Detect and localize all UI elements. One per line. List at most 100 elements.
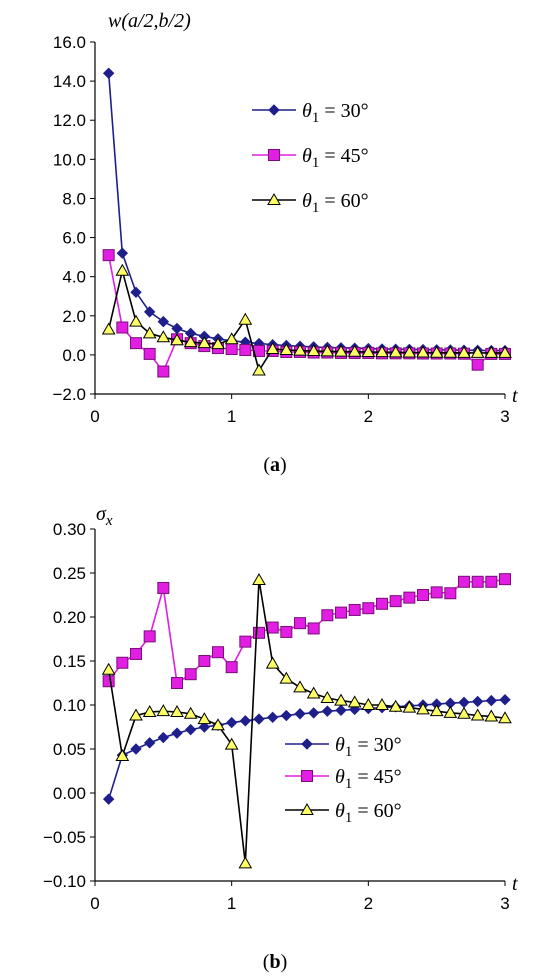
data-point [375, 345, 389, 358]
data-point [471, 575, 484, 588]
data-point [157, 581, 170, 594]
series-triangle [101, 573, 512, 869]
y-axis-label: w(a/2,b/2) [108, 10, 191, 32]
series-triangle [101, 263, 512, 376]
data-point [171, 677, 183, 689]
data-point [471, 695, 484, 708]
series-square [102, 249, 511, 378]
y-tick-label: −0.10 [43, 872, 86, 891]
data-point [101, 322, 116, 335]
y-tick-label: 0.20 [53, 608, 86, 627]
data-point [239, 715, 252, 727]
data-point [102, 67, 115, 79]
data-point [402, 700, 417, 713]
data-point [224, 737, 239, 750]
data-point [253, 713, 265, 725]
y-tick-label: 0.30 [53, 520, 86, 539]
y-tick-label: 14.0 [53, 72, 86, 91]
data-point [498, 711, 512, 724]
data-point [499, 573, 511, 586]
data-point [266, 711, 279, 724]
data-point [321, 705, 334, 717]
data-point [171, 727, 183, 739]
data-point [265, 342, 280, 355]
data-point [347, 695, 362, 708]
data-point [142, 326, 157, 339]
data-point [280, 625, 293, 638]
data-point [443, 345, 458, 358]
data-point [389, 595, 402, 608]
data-point [416, 702, 430, 715]
data-point [130, 743, 142, 755]
data-point [362, 602, 375, 615]
data-point [115, 263, 130, 276]
legend-marker [267, 192, 281, 205]
data-point [183, 706, 198, 719]
data-point [197, 712, 212, 725]
data-point [321, 609, 334, 622]
data-point [471, 358, 484, 371]
data-point [170, 333, 184, 346]
data-point [347, 344, 362, 357]
data-point [361, 697, 376, 710]
legend-marker [301, 738, 313, 750]
data-point [224, 332, 239, 345]
data-point [129, 708, 143, 721]
legend: θ1 = 30° θ1 = 45° θ1 = 60° [252, 100, 369, 216]
chart-panel-a: −2.0 0.0 2.0 4.0 6.0 8.0 10.0 12.0 14.0 16.0 0 1 2 3 w… [52, 10, 518, 476]
x-tick-label: 0 [90, 407, 99, 426]
legend-entry: θ1 = 30° [335, 734, 402, 760]
legend-marker [268, 104, 280, 116]
data-point [130, 337, 142, 350]
x-tick-label: 2 [364, 894, 373, 913]
data-point [239, 635, 252, 648]
data-point [375, 697, 389, 710]
data-point [102, 793, 115, 805]
x-tick-label: 1 [227, 894, 236, 913]
data-point [266, 621, 279, 634]
data-point [388, 699, 403, 712]
data-point [198, 721, 211, 733]
legend-entry: θ1 = 45° [335, 766, 402, 792]
legend-entry: θ1 = 30° [302, 100, 369, 126]
data-point [157, 315, 170, 328]
data-point [101, 662, 116, 675]
x-axis-label: t [512, 873, 518, 895]
x-tick-label: 3 [500, 407, 509, 426]
data-point [143, 630, 156, 643]
data-point [130, 286, 142, 299]
data-point [156, 704, 171, 717]
data-point [184, 668, 197, 681]
legend-entry: θ1 = 60° [302, 190, 369, 216]
data-point [361, 344, 376, 357]
data-point [470, 708, 485, 721]
data-point [403, 591, 416, 604]
legend-entry: θ1 = 45° [302, 145, 369, 171]
data-point [279, 671, 294, 684]
data-point [320, 344, 335, 357]
data-point [239, 344, 252, 356]
data-point [197, 336, 212, 349]
y-tick-label: 0.05 [53, 740, 86, 759]
data-point [293, 680, 307, 693]
data-point [102, 675, 115, 688]
data-point [470, 345, 485, 358]
data-point [156, 330, 171, 343]
data-point [212, 646, 224, 659]
data-point [170, 705, 184, 718]
data-point [376, 597, 388, 610]
data-point [238, 856, 253, 869]
y-tick-label: 0.10 [53, 696, 86, 715]
legend-entry: θ1 = 60° [335, 800, 402, 826]
y-tick-label: 6.0 [62, 229, 86, 248]
series-square [102, 573, 511, 689]
x-tick-label: 3 [500, 894, 509, 913]
y-axis-label: σx [96, 503, 113, 529]
y-tick-label: 8.0 [62, 189, 86, 208]
chart-panel-b: −0.10 −0.05 0.00 0.05 0.10 0.15 0.20 0.25 0.30 0 1… [43, 503, 518, 973]
data-point [183, 335, 198, 348]
data-point [348, 603, 361, 616]
data-point [252, 573, 266, 586]
data-point [306, 686, 321, 699]
